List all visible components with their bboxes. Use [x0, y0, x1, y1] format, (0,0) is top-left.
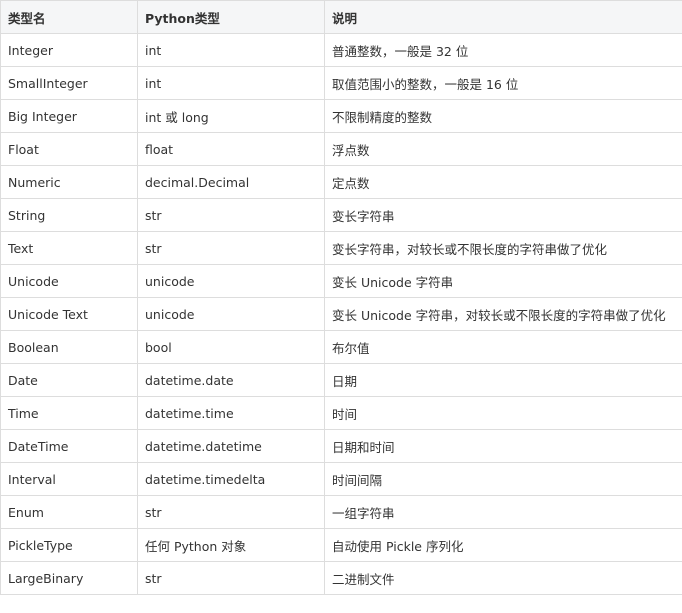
table-row: Enum str 一组字符串	[0, 495, 682, 529]
table-cell: unicode	[137, 297, 325, 331]
table-body: Integer int 普通整数，一般是 32 位 SmallInteger int 取值…	[0, 33, 682, 595]
table-row: Time datetime.time 时间	[0, 396, 682, 430]
table-cell: String	[0, 198, 138, 232]
table-row: Text str 变长字符串，对较长或不限长度的字符串做了优化	[0, 231, 682, 265]
table-cell: 浮点数	[324, 132, 682, 166]
table-row: Boolean bool 布尔值	[0, 330, 682, 364]
table-cell: bool	[137, 330, 325, 364]
table-cell: 二进制文件	[324, 561, 682, 595]
data-table: 类型名 Python类型 说明 Integer int 普通整数，一般是 32 位 Sma…	[0, 0, 682, 595]
table-cell: datetime.timedelta	[137, 462, 325, 496]
table-row: PickleType 任何 Python 对象 自动使用 Pickle 序列化	[0, 528, 682, 562]
table-cell: str	[137, 495, 325, 529]
table-cell: 变长字符串，对较长或不限长度的字符串做了优化	[324, 231, 682, 265]
table-cell: int	[137, 33, 325, 67]
table-cell: 时间	[324, 396, 682, 430]
table-row: Date datetime.date 日期	[0, 363, 682, 397]
table-row: String str 变长字符串	[0, 198, 682, 232]
table-cell: SmallInteger	[0, 66, 138, 100]
table-cell: 普通整数，一般是 32 位	[324, 33, 682, 67]
table-row: Interval datetime.timedelta 时间间隔	[0, 462, 682, 496]
table-row: SmallInteger int 取值范围小的整数，一般是 16 位	[0, 66, 682, 100]
header-cell: 类型名	[0, 0, 138, 34]
table-cell: Float	[0, 132, 138, 166]
table-cell: Time	[0, 396, 138, 430]
table-cell: Unicode	[0, 264, 138, 298]
table-cell: int	[137, 66, 325, 100]
table-cell: 时间间隔	[324, 462, 682, 496]
table-cell: 变长字符串	[324, 198, 682, 232]
table-cell: 定点数	[324, 165, 682, 199]
table-cell: 日期和时间	[324, 429, 682, 463]
table-cell: 任何 Python 对象	[137, 528, 325, 562]
table-cell: 变长 Unicode 字符串	[324, 264, 682, 298]
table-cell: Boolean	[0, 330, 138, 364]
table-cell: unicode	[137, 264, 325, 298]
table-cell: Date	[0, 363, 138, 397]
table-cell: datetime.date	[137, 363, 325, 397]
table-cell: datetime.time	[137, 396, 325, 430]
table-row: DateTime datetime.datetime 日期和时间	[0, 429, 682, 463]
table-row: Float float 浮点数	[0, 132, 682, 166]
table-cell: str	[137, 231, 325, 265]
table-row: Numeric decimal.Decimal 定点数	[0, 165, 682, 199]
table-cell: float	[137, 132, 325, 166]
header-cell: 说明	[324, 0, 682, 34]
table-cell: Interval	[0, 462, 138, 496]
table-cell: datetime.datetime	[137, 429, 325, 463]
table-row: LargeBinary str 二进制文件	[0, 561, 682, 595]
table-cell: 一组字符串	[324, 495, 682, 529]
table-cell: int 或 long	[137, 99, 325, 133]
table-cell: str	[137, 561, 325, 595]
table-cell: 变长 Unicode 字符串，对较长或不限长度的字符串做了优化	[324, 297, 682, 331]
table-cell: Text	[0, 231, 138, 265]
table-row: Big Integer int 或 long 不限制精度的整数	[0, 99, 682, 133]
table-cell: decimal.Decimal	[137, 165, 325, 199]
table-cell: 不限制精度的整数	[324, 99, 682, 133]
table-cell: Numeric	[0, 165, 138, 199]
table-cell: 取值范围小的整数，一般是 16 位	[324, 66, 682, 100]
table-cell: 自动使用 Pickle 序列化	[324, 528, 682, 562]
table-cell: 日期	[324, 363, 682, 397]
table-cell: Big Integer	[0, 99, 138, 133]
table-cell: 布尔值	[324, 330, 682, 364]
header-row: 类型名 Python类型 说明	[0, 0, 682, 34]
table-row: Unicode Text unicode 变长 Unicode 字符串，对较长或不限…	[0, 297, 682, 331]
table-cell: LargeBinary	[0, 561, 138, 595]
header-cell: Python类型	[137, 0, 325, 34]
table-cell: PickleType	[0, 528, 138, 562]
table-cell: Integer	[0, 33, 138, 67]
table-cell: str	[137, 198, 325, 232]
table-cell: Unicode Text	[0, 297, 138, 331]
table-row: Integer int 普通整数，一般是 32 位	[0, 33, 682, 67]
table-cell: DateTime	[0, 429, 138, 463]
table-row: Unicode unicode 变长 Unicode 字符串	[0, 264, 682, 298]
table-cell: Enum	[0, 495, 138, 529]
